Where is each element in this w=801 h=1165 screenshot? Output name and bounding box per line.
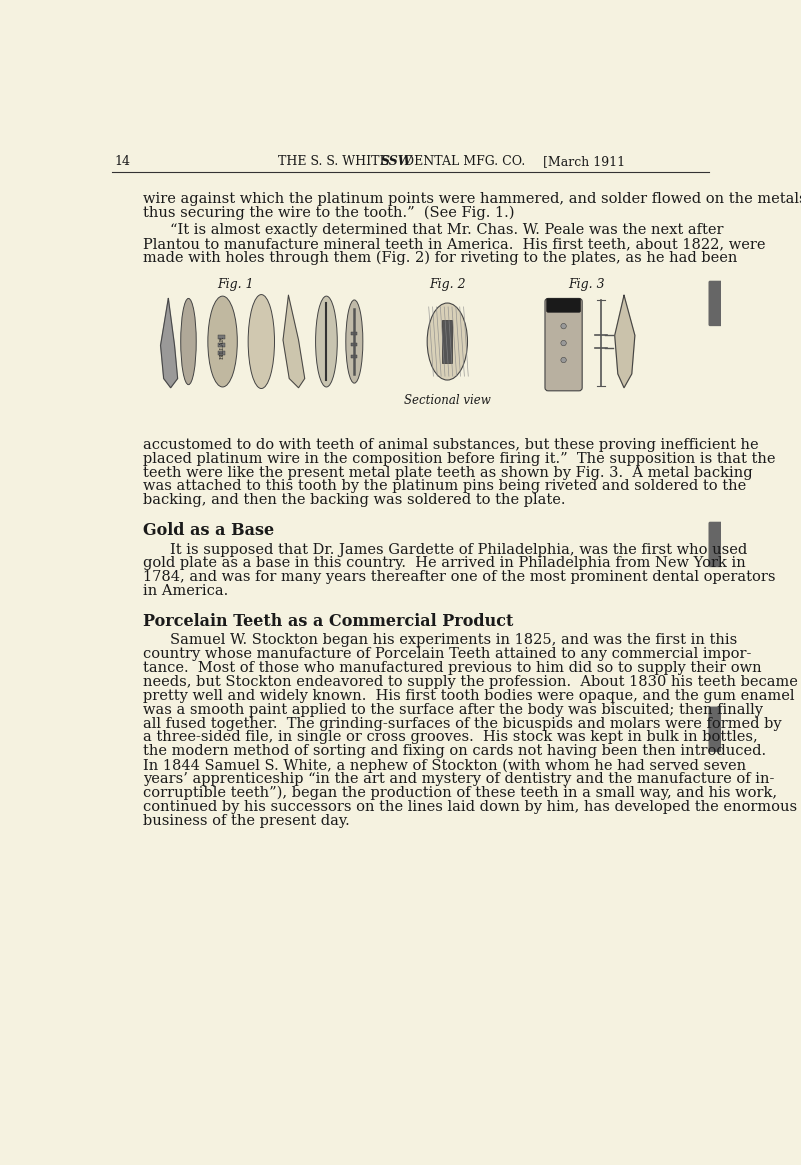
Text: tance.  Most of those who manufactured previous to him did so to supply their ow: tance. Most of those who manufactured pr… xyxy=(143,661,762,675)
Text: placed platinum wire in the composition before firing it.”  The supposition is t: placed platinum wire in the composition … xyxy=(143,452,775,466)
Bar xyxy=(351,343,357,346)
Text: corruptible teeth”), began the production of these teeth in a small way, and his: corruptible teeth”), began the productio… xyxy=(143,786,777,800)
Text: backing, and then the backing was soldered to the plate.: backing, and then the backing was solder… xyxy=(143,493,566,507)
Text: country whose manufacture of Porcelain Teeth attained to any commercial impor-: country whose manufacture of Porcelain T… xyxy=(143,648,751,662)
Polygon shape xyxy=(160,298,178,388)
Text: made with holes through them (Fig. 2) for riveting to the plates, as he had been: made with holes through them (Fig. 2) fo… xyxy=(143,250,737,266)
Text: 14: 14 xyxy=(114,155,130,168)
Text: thus securing the wire to the tooth.”  (See Fig. 1.): thus securing the wire to the tooth.” (S… xyxy=(143,206,514,220)
Text: years’ apprenticeship “in the art and mystery of dentistry and the manufacture o: years’ apprenticeship “in the art and my… xyxy=(143,772,774,786)
Text: THE S. S. WHITE: THE S. S. WHITE xyxy=(279,155,389,168)
FancyBboxPatch shape xyxy=(709,706,723,751)
Polygon shape xyxy=(283,296,304,388)
Text: all fused together.  The grinding-surfaces of the bicuspids and molars were form: all fused together. The grinding-surface… xyxy=(143,716,781,730)
Text: business of the present day.: business of the present day. xyxy=(143,813,349,827)
Text: DENTAL MFG. CO.: DENTAL MFG. CO. xyxy=(404,155,525,168)
Ellipse shape xyxy=(248,295,275,388)
Bar xyxy=(351,332,357,336)
Text: teeth were like the present metal plate teeth as shown by Fig. 3.  A metal backi: teeth were like the present metal plate … xyxy=(143,466,752,480)
FancyBboxPatch shape xyxy=(709,281,723,326)
Ellipse shape xyxy=(181,298,196,384)
Ellipse shape xyxy=(207,296,237,387)
Text: Sectional view: Sectional view xyxy=(404,394,491,407)
Bar xyxy=(218,351,225,354)
Ellipse shape xyxy=(346,299,363,383)
Polygon shape xyxy=(614,296,635,388)
Text: Fig. 3: Fig. 3 xyxy=(569,278,605,291)
Text: was a smooth paint applied to the surface after the body was biscuited; then fin: was a smooth paint applied to the surfac… xyxy=(143,702,763,716)
Text: 1784, and was for many years thereafter one of the most prominent dental operato: 1784, and was for many years thereafter … xyxy=(143,570,775,584)
Circle shape xyxy=(561,358,566,362)
Text: the modern method of sorting and fixing on cards not having been then introduced: the modern method of sorting and fixing … xyxy=(143,744,766,758)
FancyBboxPatch shape xyxy=(545,298,582,390)
Text: was attached to this tooth by the platinum pins being riveted and soldered to th: was attached to this tooth by the platin… xyxy=(143,479,746,493)
Text: continued by his successors on the lines laid down by him, has developed the eno: continued by his successors on the lines… xyxy=(143,799,797,813)
Text: Plantou to manufacture mineral teeth in America.  His first teeth, about 1822, w: Plantou to manufacture mineral teeth in … xyxy=(143,236,765,250)
Circle shape xyxy=(561,324,566,329)
Circle shape xyxy=(561,340,566,346)
Text: [March 1911: [March 1911 xyxy=(543,155,626,168)
Text: accustomed to do with teeth of animal substances, but these proving inefficient : accustomed to do with teeth of animal su… xyxy=(143,438,759,452)
Text: Samuel W. Stockton began his experiments in 1825, and was the first in this: Samuel W. Stockton began his experiments… xyxy=(170,634,737,648)
Text: SSW: SSW xyxy=(380,155,413,168)
Bar xyxy=(442,320,452,363)
Text: pretty well and widely known.  His first tooth bodies were opaque, and the gum e: pretty well and widely known. His first … xyxy=(143,689,795,702)
Text: In 1844 Samuel S. White, a nephew of Stockton (with whom he had served seven: In 1844 Samuel S. White, a nephew of Sto… xyxy=(143,758,746,772)
Text: in America.: in America. xyxy=(143,584,228,598)
Bar xyxy=(351,355,357,359)
Text: needs, but Stockton endeavored to supply the profession.  About 1830 his teeth b: needs, but Stockton endeavored to supply… xyxy=(143,675,798,689)
Bar xyxy=(218,336,225,339)
Bar xyxy=(218,343,225,347)
Text: “It is almost exactly determined that Mr. Chas. W. Peale was the next after: “It is almost exactly determined that Mr… xyxy=(170,223,723,236)
Text: BILLAR: BILLAR xyxy=(220,337,225,359)
Text: It is supposed that Dr. James Gardette of Philadelphia, was the first who used: It is supposed that Dr. James Gardette o… xyxy=(170,543,747,557)
FancyBboxPatch shape xyxy=(546,298,581,312)
Text: a three-sided file, in single or cross grooves.  His stock was kept in bulk in b: a three-sided file, in single or cross g… xyxy=(143,730,758,744)
Text: wire against which the platinum points were hammered, and solder flowed on the m: wire against which the platinum points w… xyxy=(143,192,801,206)
Text: Fig. 1: Fig. 1 xyxy=(217,278,254,291)
Text: Gold as a Base: Gold as a Base xyxy=(143,522,274,539)
Text: Porcelain Teeth as a Commercial Product: Porcelain Teeth as a Commercial Product xyxy=(143,613,513,630)
Text: Fig. 2: Fig. 2 xyxy=(429,278,465,291)
Ellipse shape xyxy=(316,296,337,387)
FancyBboxPatch shape xyxy=(709,522,723,567)
Ellipse shape xyxy=(427,303,468,380)
Text: gold plate as a base in this country.  He arrived in Philadelphia from New York : gold plate as a base in this country. He… xyxy=(143,557,746,571)
